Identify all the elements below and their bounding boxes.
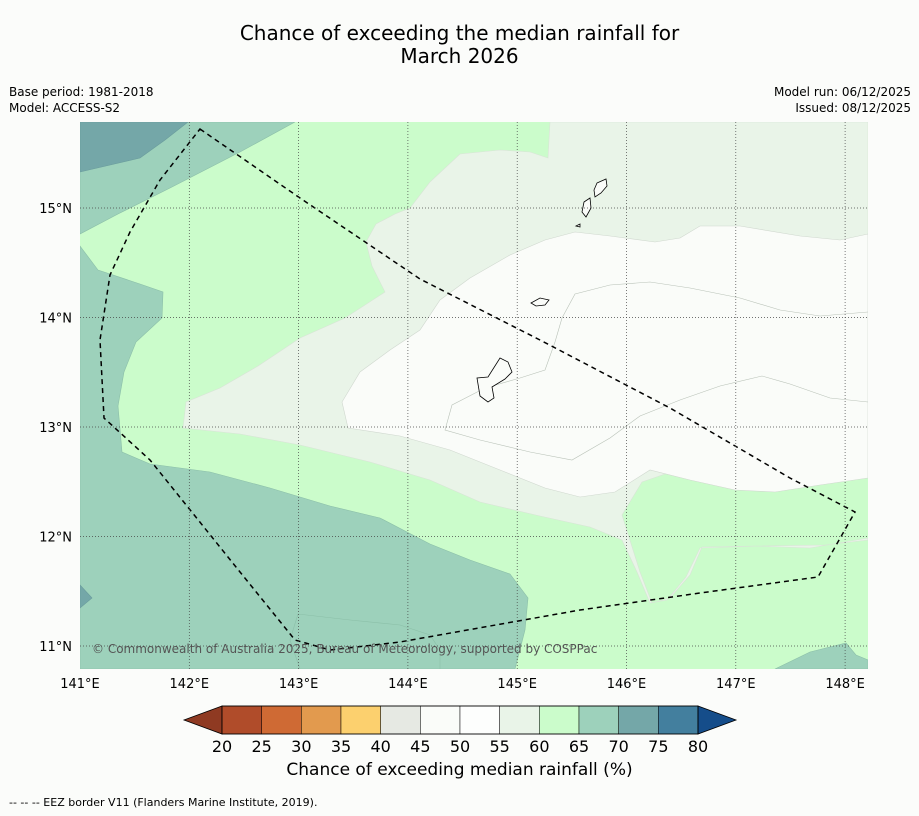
colorbar-segment (658, 705, 699, 735)
colorbar-arrow-low (182, 705, 223, 735)
colorbar-segment (380, 705, 421, 735)
colorbar-tick-label: 20 (212, 737, 232, 756)
colorbar-tick-label: 50 (450, 737, 470, 756)
base-period: Base period: 1981-2018 (9, 85, 154, 99)
metadata-right: Model run: 06/12/2025 Issued: 08/12/2025 (774, 84, 911, 116)
colorbar-tick-label: 40 (370, 737, 390, 756)
longitude-labels: 141°E 142°E 143°E 144°E 145°E 146°E 147°E 148°E (60, 677, 865, 692)
gridlines (80, 122, 868, 669)
colorbar: 20 25 30 35 40 45 50 55 60 65 70 75 80 (182, 705, 738, 756)
lon-tick-label: 146°E (607, 677, 647, 692)
colorbar-tick-label: 30 (291, 737, 311, 756)
contour-70-75-southwest (80, 584, 93, 609)
metadata-left: Base period: 1981-2018 Model: ACCESS-S2 (9, 84, 154, 116)
colorbar-segment (221, 705, 262, 735)
colorbar-tick-label: 45 (410, 737, 430, 756)
colorbar-segment (301, 705, 342, 735)
colorbar-segment (261, 705, 302, 735)
lon-tick-label: 148°E (825, 677, 865, 692)
colorbar-title: Chance of exceeding median rainfall (%) (286, 760, 633, 780)
colorbar-tick-label: 80 (688, 737, 708, 756)
title-line-2: March 2026 (400, 44, 519, 68)
colorbar-tick-label: 60 (529, 737, 549, 756)
colorbar-segment (459, 705, 500, 735)
model-run: Model run: 06/12/2025 (773, 85, 911, 99)
island-rota (530, 297, 550, 307)
colorbar-segment (578, 705, 619, 735)
colorbar-tick-label: 25 (251, 737, 271, 756)
lon-tick-label: 143°E (279, 677, 319, 692)
lon-tick-label: 147°E (716, 677, 756, 692)
colorbar-segment (618, 705, 659, 735)
colorbar-tick-label: 55 (489, 737, 509, 756)
colorbar-outline (221, 705, 699, 735)
lat-tick-label: 14°N (39, 312, 72, 327)
title-line-1: Chance of exceeding the median rainfall … (239, 21, 680, 45)
lon-tick-label: 145°E (497, 677, 537, 692)
copyright-notice: © Commonwealth of Australia 2025, Bureau… (92, 642, 597, 656)
contour-50-55 (341, 225, 868, 498)
colorbar-tick-label: 75 (648, 737, 668, 756)
colorbar-tick-label: 70 (608, 737, 628, 756)
latitude-labels: 15°N 14°N 13°N 12°N 11°N (39, 202, 72, 655)
contour-65-70-south-strip (289, 613, 441, 669)
lat-tick-label: 12°N (39, 531, 72, 546)
island-aguijan (574, 223, 581, 228)
lon-tick-label: 141°E (60, 677, 100, 692)
colorbar-arrow-high (697, 705, 738, 735)
colorbar-tick-label: 65 (569, 737, 589, 756)
colorbar-segment (539, 705, 580, 735)
lon-tick-label: 142°E (170, 677, 210, 692)
eez-legend-note: -- -- -- EEZ border V11 (Flanders Marine… (9, 796, 318, 809)
island-saipan (593, 178, 608, 198)
colorbar-tick-label: 35 (331, 737, 351, 756)
map-title: Chance of exceeding the median rainfall … (0, 22, 919, 68)
issued-date: Issued: 08/12/2025 (795, 101, 911, 115)
contour-70-75-northwest (80, 122, 189, 173)
lat-tick-label: 11°N (39, 640, 72, 655)
model-name: Model: ACCESS-S2 (9, 101, 121, 115)
lon-tick-label: 144°E (388, 677, 428, 692)
lat-tick-label: 13°N (39, 421, 72, 436)
colorbar-segment (420, 705, 461, 735)
island-guam (476, 357, 513, 403)
colorbar-segment (499, 705, 540, 735)
island-tinian (581, 197, 592, 218)
map-panel: © Commonwealth of Australia 2025, Bureau… (80, 122, 868, 669)
colorbar-segment (340, 705, 381, 735)
contour-line-inner-1 (444, 281, 868, 461)
lat-tick-label: 15°N (39, 202, 72, 217)
contour-65-70-southwest (80, 245, 529, 669)
